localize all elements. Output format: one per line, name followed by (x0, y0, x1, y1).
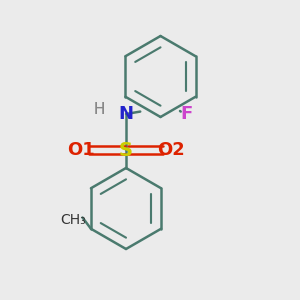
Text: O2: O2 (157, 141, 185, 159)
Text: N: N (118, 105, 134, 123)
Text: S: S (119, 140, 133, 160)
Text: F: F (180, 105, 192, 123)
Text: H: H (93, 102, 105, 117)
Text: CH₃: CH₃ (61, 214, 86, 227)
Text: H: H (93, 102, 105, 117)
Text: O1: O1 (67, 141, 95, 159)
